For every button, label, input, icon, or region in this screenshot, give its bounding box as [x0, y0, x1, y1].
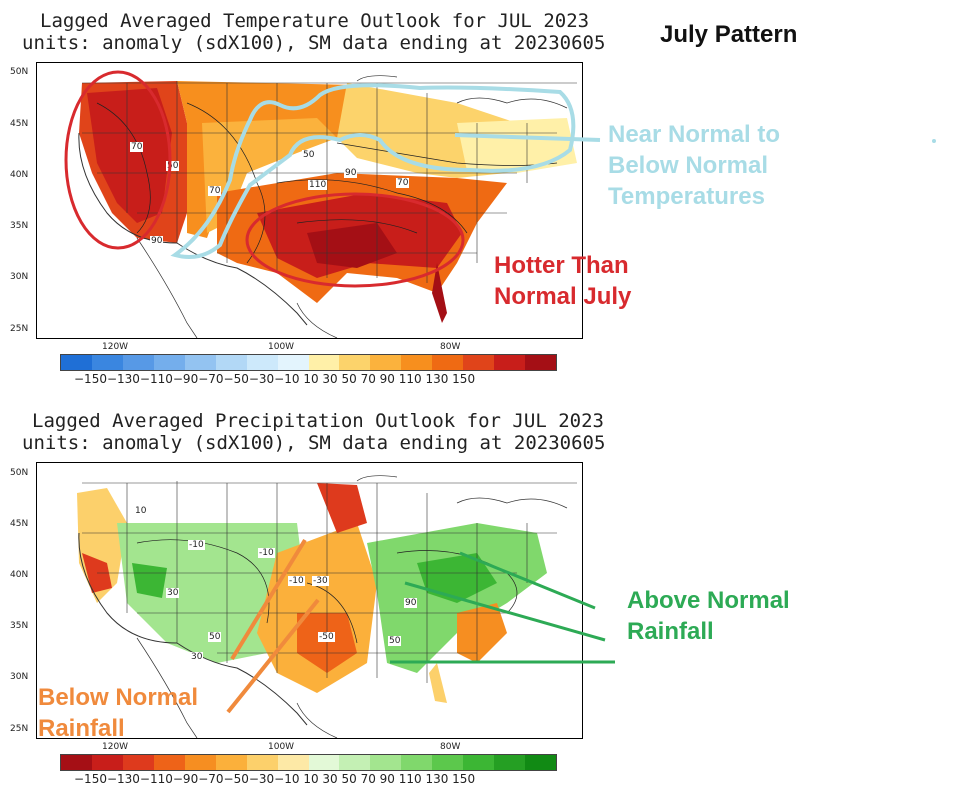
precip-lon-120w: 120W	[102, 742, 129, 752]
temp-contour-label-7: 70	[396, 178, 410, 188]
precip-colorbar-swatch	[246, 755, 278, 770]
temp-lat-50: 50N	[10, 67, 29, 77]
precip-contour-label-11: 50	[388, 636, 402, 646]
temp-colorbar-swatch	[494, 355, 526, 370]
annotation-line: Rainfall	[627, 618, 714, 645]
temp-colorbar-swatch	[432, 355, 464, 370]
precip-southeast-dry	[457, 603, 507, 663]
precip-title-line2: units: anomaly (sdX100), SM data ending …	[22, 432, 606, 454]
precip-lat-50: 50N	[10, 468, 29, 478]
temp-contour-label-3: 70	[208, 186, 222, 196]
us-land-northeast	[457, 118, 577, 173]
temp-lat-25: 25N	[10, 324, 29, 334]
annotation-line: Above Normal	[627, 587, 790, 614]
near-normal-annotation: Near Normal to Below Normal Temperatures	[608, 119, 780, 212]
temp-colorbar-swatch	[401, 355, 433, 370]
temp-colorbar-swatch	[61, 355, 92, 370]
temp-colorbar-swatch	[463, 355, 495, 370]
temperature-colorbar	[60, 354, 557, 371]
precip-colorbar-swatch	[308, 755, 340, 770]
precip-title-line1: Lagged Averaged Precipitation Outlook fo…	[32, 410, 604, 432]
temp-lat-35: 35N	[10, 221, 29, 231]
page-title: July Pattern	[660, 21, 798, 48]
precip-lon-100w: 100W	[268, 742, 295, 752]
precip-colorbar-swatch	[463, 755, 495, 770]
precip-florida	[429, 663, 447, 703]
precip-west-green-dark	[132, 563, 167, 598]
annotation-line: Rainfall	[38, 715, 125, 742]
precip-colorbar-swatch	[432, 755, 464, 770]
temp-lat-40: 40N	[10, 170, 29, 180]
temp-colorbar-swatch	[339, 355, 371, 370]
precip-colorbar-swatch	[401, 755, 433, 770]
temp-colorbar-swatch	[525, 355, 556, 370]
hotter-annotation: Hotter Than Normal July	[494, 250, 631, 312]
temp-colorbar-swatch	[246, 355, 278, 370]
precip-contour-label-6: 30	[166, 588, 180, 598]
annotation-line: Hotter Than	[494, 252, 629, 279]
temp-lon-100w: 100W	[268, 342, 295, 352]
precip-colorbar-swatch	[525, 755, 556, 770]
precip-lat-25: 25N	[10, 724, 29, 734]
temp-contour-label-2: 50	[166, 161, 180, 171]
precip-lat-40: 40N	[10, 570, 29, 580]
annotation-line: Below Normal	[38, 684, 199, 711]
temp-contour-label-4: 50	[302, 150, 316, 160]
precip-colorbar-swatch	[370, 755, 402, 770]
precip-north-dry	[317, 483, 367, 533]
temp-colorbar-swatch	[370, 355, 402, 370]
precip-lon-80w: 80W	[440, 742, 461, 752]
temp-colorbar-swatch	[184, 355, 216, 370]
temp-colorbar-swatch	[277, 355, 309, 370]
below-rain-annotation: Below Normal Rainfall	[38, 682, 198, 744]
precip-contour-label-4: -10	[288, 576, 305, 586]
temp-contour-label-8: 90	[150, 236, 164, 246]
precip-colorbar-swatch	[153, 755, 185, 770]
temperature-colorbar-ticks: −150−130−110−90−70−50−30−10 10 30 50 70 …	[74, 372, 476, 386]
temp-contour-label-5: 110	[308, 180, 328, 190]
precip-contour-label-8: 30	[190, 652, 204, 662]
temp-colorbar-swatch	[215, 355, 247, 370]
precip-lat-35: 35N	[10, 621, 29, 631]
precip-contour-label-3: -10	[258, 548, 275, 558]
precip-colorbar-swatch	[184, 755, 216, 770]
annotation-line: Normal July	[494, 283, 632, 310]
temp-contour-label-6: 90	[344, 168, 358, 178]
temp-lon-80w: 80W	[440, 342, 461, 352]
precipitation-colorbar	[60, 754, 557, 771]
temp-lat-45: 45N	[10, 119, 29, 129]
precip-contour-label-2: -10	[188, 540, 205, 550]
precip-contour-label-9: -50	[318, 632, 335, 642]
precip-colorbar-swatch	[91, 755, 123, 770]
precip-colorbar-swatch	[339, 755, 371, 770]
precip-contour-label-7: 50	[208, 632, 222, 642]
precip-contour-label-5: -30	[312, 576, 329, 586]
annotation-line: Near Normal to	[608, 121, 781, 148]
decor-dot	[932, 139, 936, 143]
temp-colorbar-swatch	[122, 355, 154, 370]
temp-title-line2: units: anomaly (sdX100), SM data ending …	[22, 32, 606, 54]
precip-lat-45: 45N	[10, 519, 29, 529]
precip-contour-label-10: 90	[404, 598, 418, 608]
annotation-line: Below Normal	[608, 152, 769, 179]
annotation-line: Temperatures	[608, 183, 765, 210]
precipitation-colorbar-ticks: −150−130−110−90−70−50−30−10 10 30 50 70 …	[74, 772, 476, 786]
temp-colorbar-swatch	[308, 355, 340, 370]
precip-colorbar-swatch	[61, 755, 92, 770]
precip-colorbar-swatch	[277, 755, 309, 770]
temp-lon-120w: 120W	[102, 342, 129, 352]
above-rain-annotation: Above Normal Rainfall	[627, 585, 790, 647]
precip-contour-label-1: 10	[134, 506, 148, 516]
temp-lat-30: 30N	[10, 272, 29, 282]
temp-contour-label-1: 70	[130, 142, 144, 152]
precip-lat-30: 30N	[10, 672, 29, 682]
temp-colorbar-swatch	[153, 355, 185, 370]
precip-colorbar-swatch	[494, 755, 526, 770]
precip-colorbar-swatch	[122, 755, 154, 770]
temp-title-line1: Lagged Averaged Temperature Outlook for …	[40, 10, 590, 32]
temp-colorbar-swatch	[91, 355, 123, 370]
precip-colorbar-swatch	[215, 755, 247, 770]
